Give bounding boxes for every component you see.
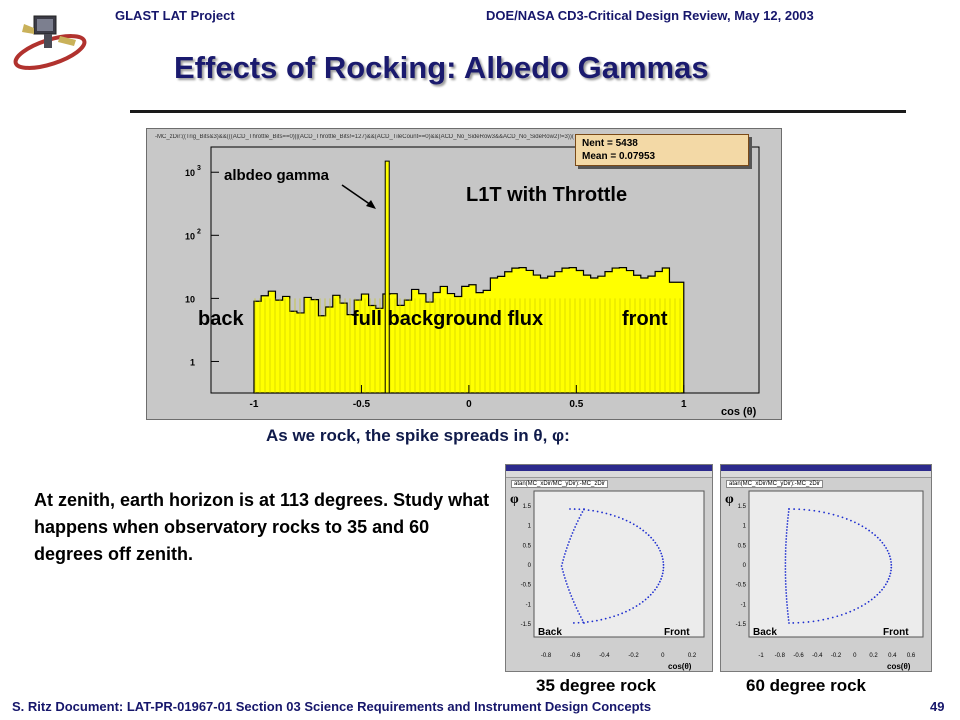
y-tick-exponent: 2 [197, 228, 201, 235]
x-tick-label: -1 [758, 653, 764, 659]
label-back: back [198, 308, 244, 330]
header-review: DOE/NASA CD3-Critical Design Review, May… [486, 8, 814, 23]
x-tick-label: -0.2 [831, 653, 842, 659]
scatter-plot-area [533, 490, 705, 638]
scatter-plot-area [748, 490, 924, 638]
scatter-points [560, 508, 665, 624]
footer-document: S. Ritz Document: LAT-PR-01967-01 Sectio… [12, 699, 652, 714]
x-tick-label: 0 [661, 653, 665, 659]
label-back: Back [753, 627, 777, 638]
label-front: front [622, 308, 668, 330]
window-title-bar [506, 465, 712, 471]
x-tick-label: 1 [681, 399, 687, 410]
y-axis-label: φ [725, 492, 734, 507]
scatter-expr: atan(MC_xDir/MC_yDir):-MC_zDir [726, 480, 824, 488]
x-axis-label: cos (θ) [721, 406, 757, 418]
arrow-icon [341, 184, 376, 209]
label-back: Back [538, 627, 562, 638]
y-tick-label: -1 [741, 602, 747, 608]
histogram-bars [253, 267, 685, 394]
scatter-svg-60: φ 1.5 1 0.5 0 -0.5 -1 -1.5 -1 -0.8 -0.6 -0.4 -0.2 0 0.… [725, 490, 924, 671]
label-front: Front [883, 627, 909, 638]
histogram-cut-string: -MC_zDir:((Trig_Bits&3)&&(((ACD_Throttle… [155, 134, 575, 140]
window-menu-bar [721, 471, 931, 478]
scatter-svg-35: φ 1.5 1 0.5 0 -0.5 -1 -1.5 -0.8 -0.6 -0.4 -0.2 0 0.2 B… [510, 490, 705, 671]
y-tick-label: 10 [185, 168, 195, 178]
y-tick-label: -1.5 [736, 622, 747, 628]
scatter-canvas-60: atan(MC_xDir/MC_yDir):-MC_zDir φ 1.5 1 0.5 0… [720, 464, 932, 672]
x-tick-label: -0.8 [541, 653, 552, 659]
y-tick-label: 1 [743, 524, 747, 530]
y-axis-label: φ [510, 492, 519, 507]
y-tick-label: 1.5 [738, 504, 747, 510]
x-axis-label: cos(θ) [887, 662, 911, 671]
header-project: GLAST LAT Project [115, 8, 235, 23]
x-tick-label: -0.2 [628, 653, 639, 659]
scatter-expr: atan(MC_xDir/MC_yDir):-MC_zDir [511, 480, 609, 488]
x-tick-label: -1 [250, 399, 259, 410]
x-tick-label: -0.8 [775, 653, 786, 659]
x-tick-label: -0.4 [599, 653, 610, 659]
caption-60-degree: 60 degree rock [746, 676, 867, 695]
y-tick-label: 0.5 [523, 543, 532, 549]
x-tick-label: 0.2 [688, 653, 697, 659]
x-tick-label: -0.4 [812, 653, 823, 659]
x-tick-label: 0 [853, 653, 857, 659]
y-tick-label: 10 [185, 231, 195, 241]
scatter-canvas-35: atan(MC_xDir/MC_yDir):-MC_zDir φ 1.5 1 0.5 0… [505, 464, 713, 672]
y-tick-label: 1 [528, 524, 532, 530]
stats-box: Nent = 5438 Mean = 0.07953 [575, 134, 749, 166]
histogram-spike [384, 160, 390, 394]
y-tick-label: 0.5 [738, 543, 747, 549]
y-tick-label: 10 [185, 294, 195, 304]
page-title: Effects of Rocking: Albedo Gammas [174, 50, 709, 85]
y-tick-exponent: 3 [197, 165, 201, 172]
y-tick-label: -1.5 [521, 622, 532, 628]
y-tick-label: 1 [190, 357, 195, 367]
x-tick-label: 0.2 [869, 653, 878, 659]
x-tick-label: 0.4 [888, 653, 897, 659]
x-tick-label: 0 [466, 399, 472, 410]
y-tick-label: -1 [526, 602, 532, 608]
y-tick-label: 0 [528, 563, 532, 569]
window-menu-bar [506, 471, 712, 478]
annotation-l1t-throttle: L1T with Throttle [466, 184, 628, 206]
x-tick-label: -0.6 [570, 653, 581, 659]
x-axis-label: cos(θ) [668, 662, 692, 671]
footer-page-number: 49 [930, 699, 945, 714]
annotation-albedo-gamma: albdeo gamma [224, 167, 330, 184]
caption-35-degree: 35 degree rock [536, 676, 657, 695]
label-front: Front [664, 627, 690, 638]
x-tick-label: 0.6 [907, 653, 916, 659]
label-full-background-flux: full background flux [352, 308, 544, 330]
y-tick-label: 0 [743, 563, 747, 569]
y-tick-label: -0.5 [736, 583, 747, 589]
x-tick-label: -0.5 [353, 399, 371, 410]
glast-logo [10, 6, 90, 76]
stats-nent: Nent = 5438 [582, 138, 638, 149]
spike-caption: As we rock, the spike spreads in θ, φ: [266, 426, 570, 445]
x-tick-label: -0.6 [793, 653, 804, 659]
stats-mean: Mean = 0.07953 [582, 151, 656, 162]
histogram-canvas: -MC_zDir:((Trig_Bits&3)&&(((ACD_Throttle… [146, 128, 782, 420]
y-tick-label: 1.5 [523, 504, 532, 510]
y-tick-label: -0.5 [521, 583, 532, 589]
window-title-bar [721, 465, 931, 471]
zenith-description: At zenith, earth horizon is at 113 degre… [34, 490, 490, 564]
x-tick-label: 0.5 [569, 399, 583, 410]
scatter-points [784, 508, 893, 624]
title-rule [130, 110, 906, 113]
